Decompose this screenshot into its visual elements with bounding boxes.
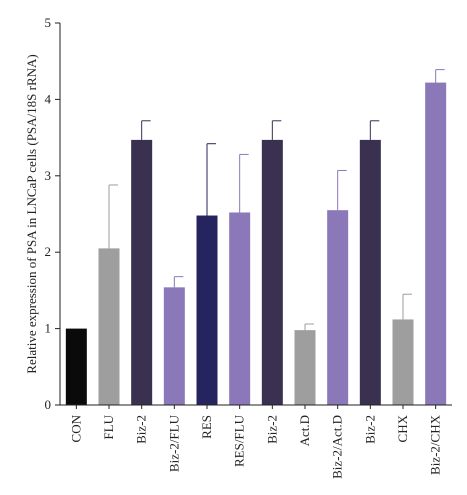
bar bbox=[163, 287, 185, 405]
y-tick-label: 5 bbox=[45, 15, 52, 30]
bar bbox=[294, 330, 316, 405]
y-axis-label: Relative expression of PSA in LNCaP cell… bbox=[24, 54, 39, 373]
x-tick-label: Biz-2 bbox=[134, 415, 149, 444]
x-tick-label: Biz-2 bbox=[264, 415, 279, 444]
x-tick-label: CON bbox=[68, 414, 83, 442]
bar bbox=[392, 319, 414, 405]
y-tick-label: 2 bbox=[45, 244, 52, 259]
bar bbox=[131, 139, 153, 405]
bar bbox=[261, 139, 283, 405]
bar bbox=[229, 212, 251, 405]
x-tick-label: CHX bbox=[395, 414, 410, 442]
bar bbox=[327, 210, 349, 405]
y-tick-label: 4 bbox=[45, 91, 52, 106]
x-tick-label: FLU bbox=[101, 414, 116, 439]
x-tick-label: Biz-2/Act.D bbox=[330, 415, 345, 479]
bar bbox=[425, 82, 447, 405]
y-tick-label: 0 bbox=[45, 397, 52, 412]
bar bbox=[98, 248, 120, 405]
x-tick-label: Biz-2 bbox=[362, 415, 377, 444]
y-tick-label: 1 bbox=[45, 321, 52, 336]
error-bars-layer bbox=[108, 69, 445, 331]
x-tick-label: Biz-2/CHX bbox=[428, 414, 443, 475]
x-tick-label: Act.D bbox=[297, 415, 312, 446]
y-tick-label: 3 bbox=[45, 168, 52, 183]
bar bbox=[196, 215, 218, 405]
x-tick-label: RES/FLU bbox=[232, 414, 247, 467]
x-tick-label: Biz-2/FLU bbox=[166, 414, 181, 472]
x-ticks: CON FLU Biz-2 Biz-2/FLU RES RES/FLU Biz-2 Act.D… bbox=[68, 405, 443, 479]
bars-layer bbox=[65, 82, 447, 405]
bar bbox=[359, 139, 381, 405]
x-tick-label: RES bbox=[199, 415, 214, 439]
y-ticks: 0 1 2 3 4 5 bbox=[45, 15, 60, 412]
bar bbox=[65, 328, 87, 405]
